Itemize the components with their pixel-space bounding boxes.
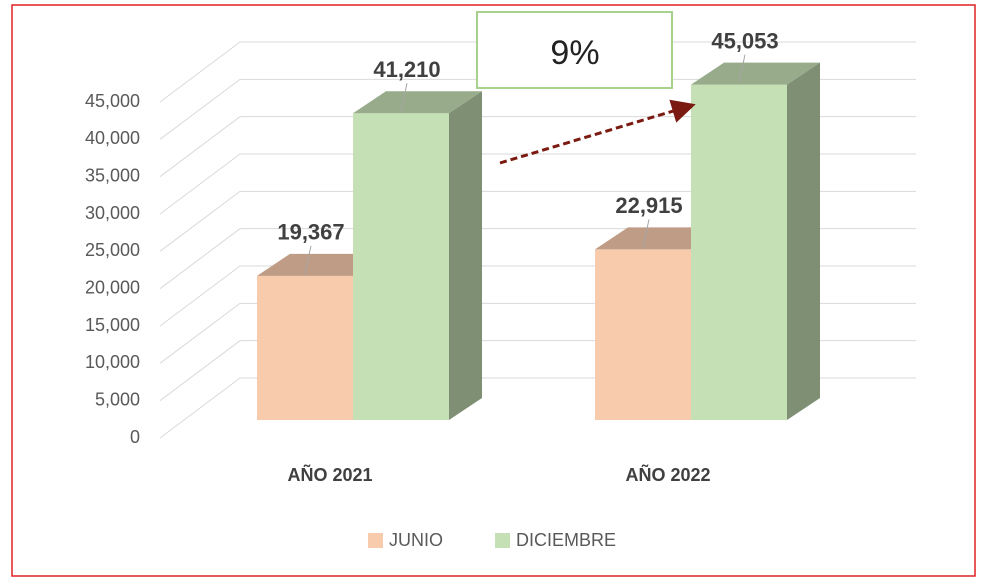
y-tick-label: 45,000 bbox=[85, 91, 140, 111]
annotation-box bbox=[476, 11, 673, 89]
label-leader bbox=[738, 54, 746, 83]
y-tick-label: 25,000 bbox=[85, 240, 140, 260]
bar-top bbox=[353, 91, 482, 114]
grid: 0 5,000 10,000 15,000 20,000 25,000 30,000 35,0… bbox=[85, 41, 916, 447]
bar-front bbox=[257, 275, 353, 420]
bar-side bbox=[449, 91, 482, 420]
y-tick-label: 15,000 bbox=[85, 315, 140, 335]
label-leader bbox=[304, 245, 312, 274]
label-leader bbox=[642, 219, 650, 248]
y-tick-label: 35,000 bbox=[85, 165, 140, 185]
y-tick-label: 40,000 bbox=[85, 128, 140, 148]
data-label: 45,053 bbox=[711, 28, 778, 53]
bar-top bbox=[691, 62, 820, 85]
grid-line bbox=[159, 41, 916, 103]
data-label: 41,210 bbox=[373, 57, 440, 82]
bar-front bbox=[595, 249, 691, 420]
legend-label: JUNIO bbox=[389, 530, 443, 550]
grid-line bbox=[159, 153, 916, 215]
y-tick-label: 10,000 bbox=[85, 352, 140, 372]
y-tick-label: 20,000 bbox=[85, 277, 140, 297]
data-label: 19,367 bbox=[277, 220, 344, 245]
data-label: 22,915 bbox=[615, 193, 682, 218]
label-leader bbox=[400, 83, 408, 112]
bar-side bbox=[787, 62, 820, 421]
x-tick-label: AÑO 2021 bbox=[287, 464, 372, 485]
y-tick-label: 5,000 bbox=[95, 389, 140, 409]
bar-front bbox=[353, 113, 449, 420]
x-tick-label: AÑO 2022 bbox=[625, 464, 710, 485]
y-tick-label: 30,000 bbox=[85, 203, 140, 223]
frame bbox=[11, 4, 976, 577]
y-tick-label: 0 bbox=[130, 427, 140, 447]
annotation: 9% bbox=[550, 34, 599, 72]
grid-line bbox=[159, 190, 916, 252]
bars: 19,367 41,210 22,915 45,053 bbox=[257, 28, 820, 421]
trend-arrow bbox=[499, 99, 696, 165]
legend-swatch bbox=[495, 533, 510, 548]
grid-line bbox=[159, 78, 916, 140]
bar-front bbox=[691, 84, 787, 421]
legend-swatch bbox=[368, 533, 383, 548]
legend-label: DICIEMBRE bbox=[516, 530, 616, 550]
